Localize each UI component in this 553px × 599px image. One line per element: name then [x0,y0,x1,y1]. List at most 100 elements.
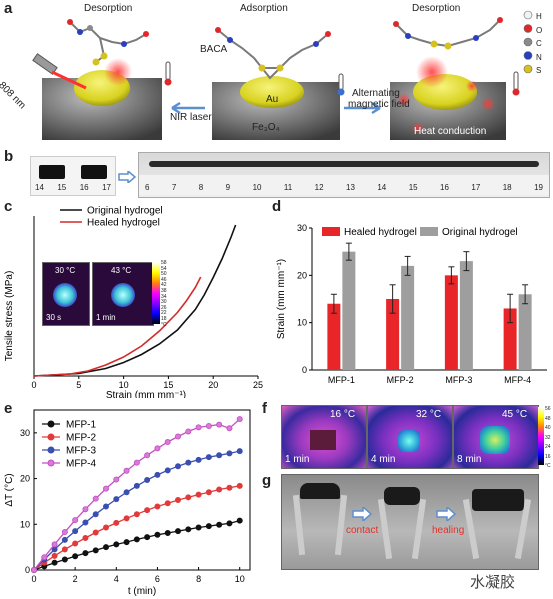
inset-temp-c2: 43 °C [111,266,132,275]
data-point [174,433,181,440]
title-desorption-right: Desorption [412,3,461,14]
data-point [144,476,151,483]
data-point [103,544,110,551]
thermal-time-f1: 1 min [285,454,310,465]
bar-healed-1 [327,303,341,370]
data-point [92,495,99,502]
panel-d-label: d [272,198,282,215]
legend-marker-1 [47,420,55,428]
data-point [154,471,161,478]
data-point [236,517,243,524]
legend-atom-h [523,10,533,20]
au-particle-middle [240,76,304,108]
inset-thermal-c1: 30 °C 30 s [42,262,90,326]
data-point [61,536,68,543]
thermal-time-f3: 8 min [457,454,482,465]
thermometer-icon-right [512,71,520,96]
data-point [133,459,140,466]
data-point [92,511,99,518]
data-point [133,511,140,518]
data-point [123,489,130,496]
color-scale-f-ticks: 56 48 40 32 24 16 °C [545,406,551,469]
watermark-text: 水凝胶 [470,573,516,591]
arrow-healing-icon [436,507,456,521]
panel-b: b 14 15 16 17 6 7 8 9 10 11 12 13 14 15 … [0,148,553,198]
atoms-right [393,17,503,50]
panel-b-label: b [4,148,14,165]
y-tick-label: 0 [25,565,30,575]
thermal-temp-f3: 45 °C [502,409,528,420]
data-point [123,539,130,546]
x-tick-label: 15 [163,380,173,390]
arrow-stretch-icon [118,169,137,188]
data-point [133,536,140,543]
data-point [226,425,233,432]
x-tick-label: 5 [76,380,81,390]
chart-c: 0 5 10 15 20 25 Strain (mm mm⁻¹) Tensile stress… [4,206,263,399]
thermal-f2: 32 °C 4 min [367,405,453,469]
data-point [92,547,99,554]
data-point [226,450,233,457]
x-tick-label: 20 [208,380,218,390]
data-point [216,521,223,528]
legend-label-2: Healed hydrogel [87,218,160,229]
panel-e-label: e [4,400,13,417]
color-scale-c [152,262,160,324]
data-point [30,566,37,573]
chart-e: 0 2 4 6 8 10 0 10 20 30 t (min) ΔT (°C) MFP-1 MFP-2 MF… [4,409,251,597]
inset-time-c2: 1 min [96,313,116,322]
x-tick-label: 25 [253,380,263,390]
data-point [185,459,192,466]
bar-healed-3 [444,275,458,370]
heat-glow-right [416,56,448,88]
scheme-a [32,10,533,140]
data-point [82,519,89,526]
data-point [103,524,110,531]
legend-swatch-2 [420,227,438,236]
data-point [82,506,89,513]
legend-h: H [536,12,542,21]
title-adsorption: Adsorption [240,3,288,14]
legend-atom-s [523,64,533,74]
panel-g-label: g [262,472,272,489]
data-point [174,528,181,535]
alternating-label: Alternating [352,88,400,99]
color-scale-c-ticks: 58 54 50 46 42 38 34 30 26 22 18 °C [161,260,167,328]
thermal-temp-f2: 32 °C [416,409,442,420]
hydrogel-piece-left [39,165,65,179]
data-point [133,482,140,489]
data-point [185,494,192,501]
legend-label-3: MFP-3 [66,446,96,457]
tweezer-left-a [292,494,306,556]
data-point [113,519,120,526]
data-point [164,500,171,507]
data-point [226,520,233,527]
hydrogel-in-dish-f1 [310,430,336,450]
data-point [185,526,192,533]
data-point [216,452,223,459]
y-tick-label: 10 [297,318,307,328]
data-point [51,541,58,548]
x-tick-label: MFP-3 [445,375,472,385]
color-scale-f [538,407,544,465]
data-point [195,491,202,498]
data-point [51,552,58,559]
x-tick-label: MFP-4 [504,375,531,385]
y-tick-label: 20 [20,474,30,484]
fe3o4-label: Fe₃O₄ [252,122,280,133]
data-point [51,559,58,566]
thermometer-icon-middle [337,73,345,96]
bar-original-1 [342,251,356,370]
data-point [205,454,212,461]
y-axis-label: ΔT (°C) [4,473,15,506]
data-point [174,463,181,470]
y-tick-label: 10 [20,519,30,529]
data-point [72,540,79,547]
panel-a: a [0,0,553,145]
data-point [72,528,79,535]
bar-healed-4 [503,308,517,370]
data-point [154,445,161,452]
legend-marker-3 [47,446,55,454]
atoms-left [67,19,149,66]
legend-swatch-1 [322,227,340,236]
